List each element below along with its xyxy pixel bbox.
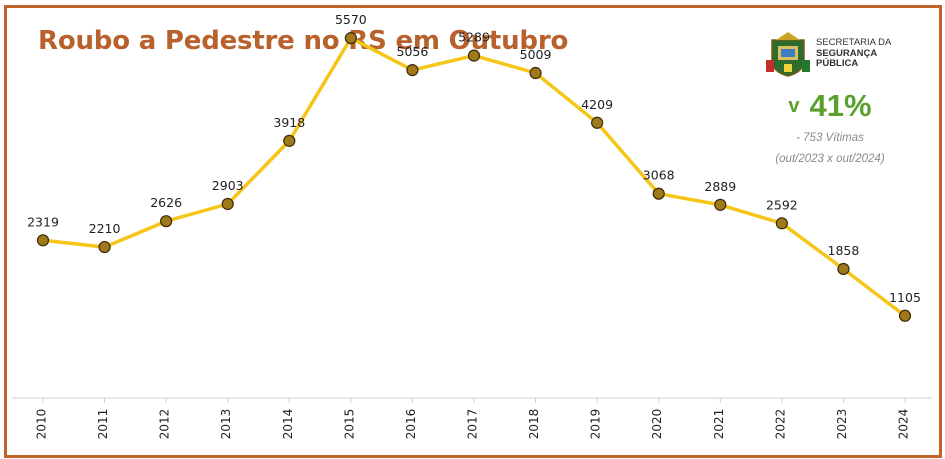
data-label: 2903 [212,178,244,193]
x-tick-label: 2013 [219,409,233,440]
reduction-stat: v 41% - 753 Vítimas (out/2023 x out/2024) [760,88,900,165]
reduction-percent-row: v 41% [760,88,900,124]
data-point [652,187,665,200]
x-tick-label: 2022 [773,409,787,440]
data-point [775,217,788,230]
x-tick-label: 2014 [281,409,295,440]
data-label: 2592 [766,197,798,212]
x-tick-label: 2021 [712,409,726,440]
data-point [467,49,481,62]
x-tick-label-layer: 2010 2011 2012 2013 2014 2015 2016 2017 2018 2019… [35,409,911,440]
rs-coat-of-arms-icon [766,32,810,77]
data-label: 2210 [89,221,121,236]
comparison-period: (out/2023 x out/2024) [775,153,885,165]
x-tick-label: 2011 [96,409,110,440]
logo-line-2: SEGURANÇA [816,47,878,59]
chart-frame [4,5,942,458]
x-tick-label: 2010 [35,409,49,440]
data-label: 2319 [27,214,59,229]
x-tick-label: 2024 [897,409,911,440]
data-point [406,64,419,77]
data-point [160,215,173,228]
data-point [837,262,850,276]
x-axis [12,397,932,403]
victims-difference: - 753 Vítimas [796,132,864,144]
data-label: 3918 [273,115,305,130]
down-arrow-icon: v [788,95,800,117]
data-label: 5570 [335,12,367,27]
x-tick-label: 2023 [835,409,849,440]
secretaria-logo: SECRETARIA DA SEGURANÇA PÚBLICA [766,30,916,80]
x-tick-label: 2017 [466,409,480,440]
series-line [41,36,907,318]
data-label: 2889 [704,179,736,194]
data-label: 5009 [520,47,552,62]
data-label: 2626 [150,195,182,210]
data-point [36,234,50,247]
data-point [529,66,542,80]
x-tick-label: 2012 [158,409,172,440]
data-label: 5289 [458,30,490,45]
data-label-layer: 2319 2210 2626 2903 3918 5570 5056 5289 5009 4209… [27,12,921,305]
x-tick-label: 2019 [589,409,603,440]
data-label: 1858 [828,243,860,258]
data-point [898,309,912,322]
x-tick-label: 2020 [650,409,664,440]
data-point [98,240,111,254]
data-label: 3068 [643,168,675,183]
data-label: 5056 [397,44,429,59]
data-point-layer [36,32,912,322]
x-tick-label: 2015 [342,409,356,440]
data-point [714,198,727,211]
series-line-layer [41,36,907,318]
data-label: 4209 [581,97,613,112]
data-point [591,116,604,129]
reduction-percent: 41% [809,88,872,123]
x-tick-label: 2018 [527,409,541,440]
data-label: 1105 [889,290,921,305]
data-point [283,134,296,147]
data-point [221,197,234,211]
chart-title: Roubo a Pedestre no RS em Outubro [38,26,569,56]
logo-line-3: PÚBLICA [816,58,859,69]
logo-line-1: SECRETARIA DA [816,37,892,48]
x-tick-label: 2016 [404,409,418,440]
data-point [344,32,357,45]
